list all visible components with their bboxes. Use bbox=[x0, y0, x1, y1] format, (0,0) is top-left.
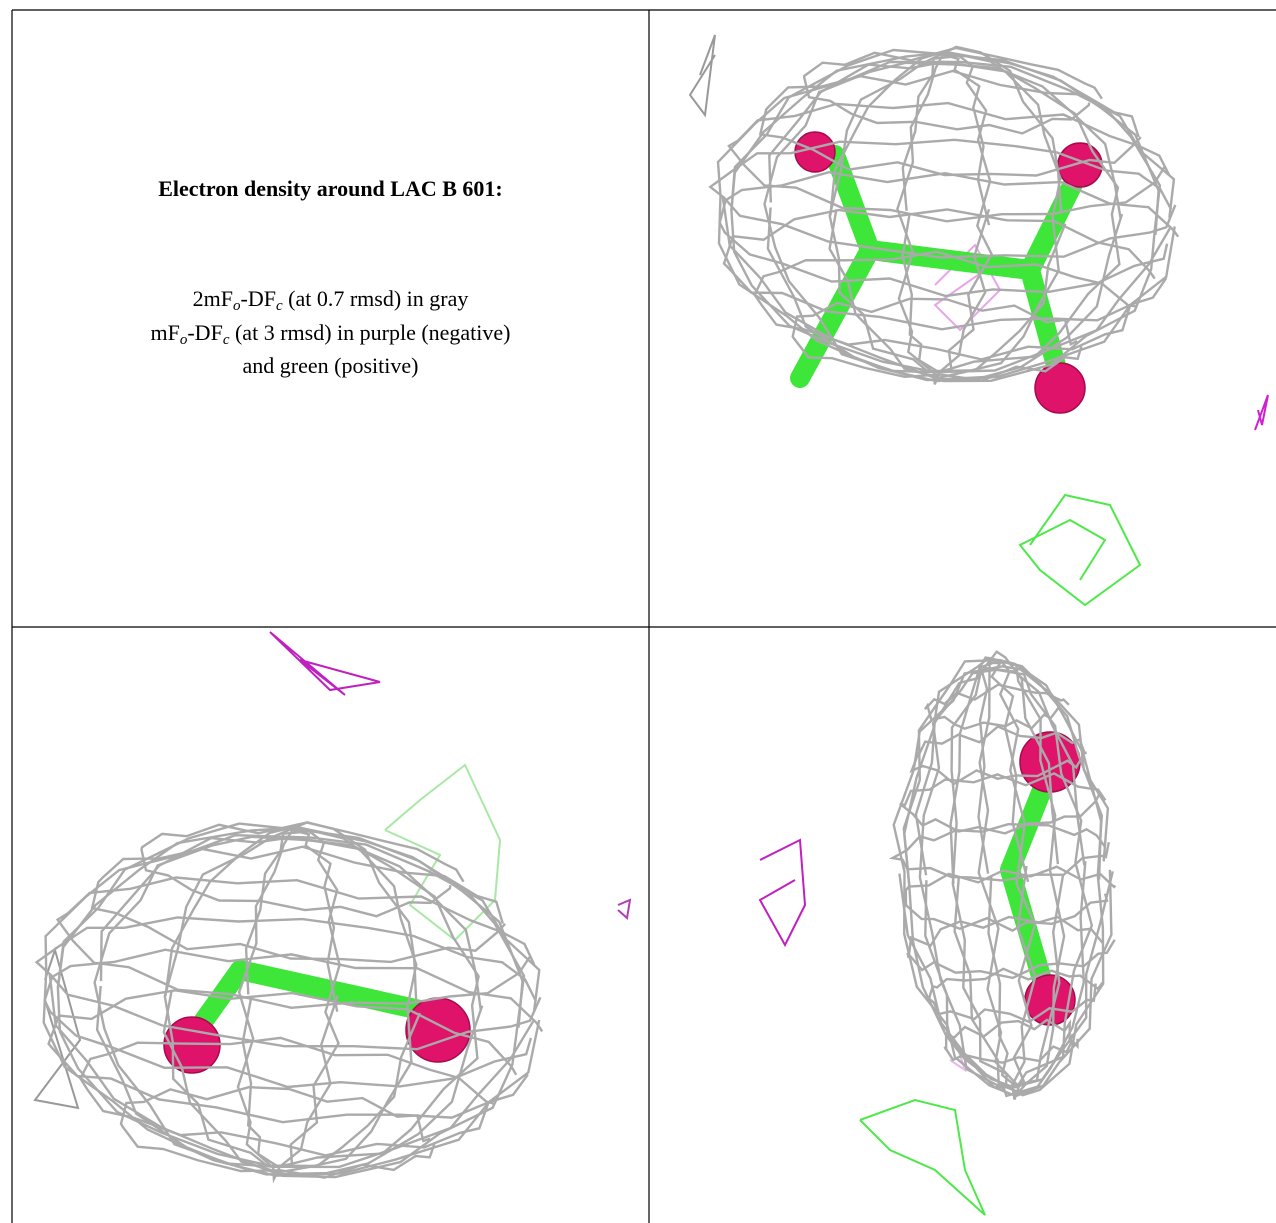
mesh-line bbox=[93, 835, 484, 1176]
small-mesh bbox=[1018, 493, 1142, 607]
mesh-line bbox=[90, 845, 506, 964]
mesh-line bbox=[950, 650, 1065, 1089]
mesh-line bbox=[163, 821, 422, 1168]
mesh-line bbox=[977, 658, 1037, 1089]
mesh-line bbox=[34, 916, 542, 1051]
mesh-line bbox=[791, 297, 1083, 382]
mesh-line bbox=[896, 53, 991, 385]
mesh-line bbox=[906, 915, 1116, 980]
small-mesh bbox=[859, 1098, 986, 1216]
caption-text: c bbox=[222, 332, 230, 348]
small-mesh bbox=[269, 631, 381, 696]
mesh-line bbox=[140, 821, 465, 918]
atom bbox=[405, 997, 471, 1063]
small-mesh bbox=[617, 898, 632, 920]
caption-text: -DF bbox=[187, 320, 223, 345]
caption-text: (at 3 rmsd) in purple (negative) bbox=[229, 320, 511, 345]
mesh-line bbox=[977, 661, 1037, 1100]
caption-line: 2mFo-DFc (at 0.7 rmsd) in gray bbox=[12, 286, 649, 315]
caption-text: o bbox=[233, 298, 241, 314]
table-borders bbox=[11, 9, 1276, 1223]
mesh-line bbox=[79, 1036, 496, 1157]
mesh-line bbox=[888, 822, 1110, 882]
caption-text: c bbox=[275, 298, 283, 314]
caption-text: -DF bbox=[240, 286, 276, 311]
mesh-line bbox=[909, 725, 1087, 786]
caption-line: and green (positive) bbox=[12, 353, 649, 379]
mesh-line bbox=[828, 50, 1062, 379]
mesh-line bbox=[47, 989, 529, 1124]
mesh-line bbox=[914, 666, 1094, 1089]
mesh-line bbox=[722, 208, 1168, 331]
small-mesh bbox=[758, 838, 807, 948]
caption-text: and green (positive) bbox=[242, 353, 419, 378]
mesh-line bbox=[727, 101, 1171, 223]
mesh-line bbox=[904, 865, 1117, 932]
mesh-line bbox=[943, 1018, 1079, 1064]
mesh-line bbox=[162, 825, 418, 1174]
mesh-line bbox=[718, 170, 1180, 298]
mesh-line bbox=[802, 46, 1103, 135]
mesh-line bbox=[901, 54, 993, 373]
atom bbox=[1057, 142, 1103, 188]
density-panels bbox=[33, 34, 1269, 1216]
mesh-line bbox=[899, 772, 1107, 835]
caption-text: o bbox=[179, 332, 188, 348]
caption-title: Electron density around LAC B 601: bbox=[158, 176, 503, 201]
mesh-line bbox=[753, 250, 1137, 361]
small-mesh bbox=[1254, 394, 1269, 431]
atom bbox=[1034, 362, 1086, 414]
mesh-line bbox=[55, 876, 536, 1010]
mesh-line bbox=[119, 1085, 436, 1179]
caption-text: mF bbox=[150, 320, 180, 345]
bond bbox=[1000, 860, 1055, 1000]
caption-text: 2mF bbox=[192, 286, 233, 311]
mesh-line bbox=[828, 45, 1067, 373]
mesh-line bbox=[708, 138, 1177, 259]
mesh-line bbox=[758, 69, 1142, 177]
small-mesh bbox=[688, 34, 716, 118]
caption-text: (at 0.7 rmsd) in gray bbox=[282, 286, 469, 311]
mesh-line bbox=[924, 683, 1070, 730]
caption-line: mFo-DFc (at 3 rmsd) in purple (negative) bbox=[12, 320, 649, 349]
mesh-line bbox=[927, 967, 1104, 1024]
small-mesh bbox=[33, 946, 82, 1110]
mesh-line bbox=[43, 948, 544, 1089]
